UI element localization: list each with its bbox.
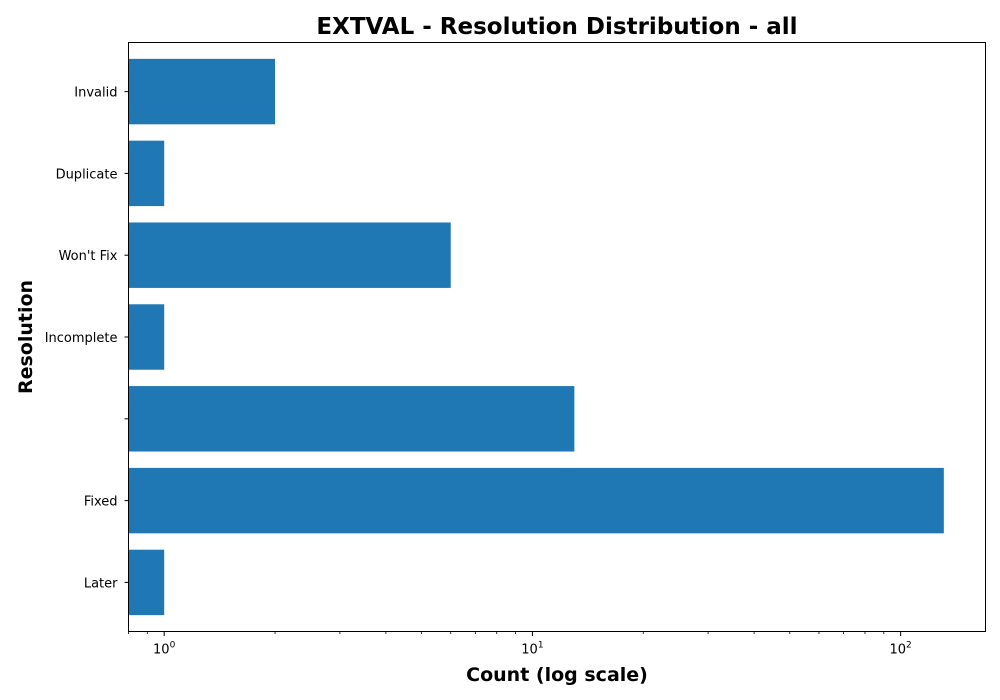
bar <box>128 140 165 207</box>
bar <box>128 222 451 288</box>
y-tick-label: Invalid <box>74 86 117 101</box>
y-tick-label: Incomplete <box>45 331 118 346</box>
chart-title: EXTVAL - Resolution Distribution - all <box>316 14 797 40</box>
bar <box>128 58 276 125</box>
bar <box>128 467 944 534</box>
bar <box>128 304 165 370</box>
x-tick-label: 101 <box>521 641 543 658</box>
x-tick-label: 100 <box>153 641 176 658</box>
x-ticks-group: 100 101 102 <box>128 631 912 658</box>
x-axis-label: Count (log scale) <box>466 664 648 686</box>
y-tick-label: Duplicate <box>56 167 118 182</box>
y-tick-label: Fixed <box>84 495 118 510</box>
bar <box>128 549 165 616</box>
bars-group <box>128 58 944 616</box>
y-tick-label: Won't Fix <box>59 249 118 264</box>
y-tick-label: Later <box>84 576 118 591</box>
bar <box>128 386 575 452</box>
x-tick-label: 102 <box>890 641 912 658</box>
plot-frame <box>128 42 986 632</box>
y-axis-label: Resolution <box>15 280 37 394</box>
y-ticks-group: Later Fixed Incomplete Won't Fix Duplicate In… <box>45 86 129 591</box>
